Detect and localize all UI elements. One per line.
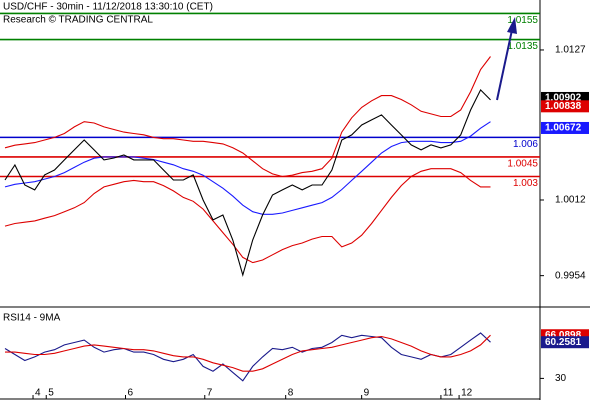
x-tick-label: 4 — [35, 388, 41, 399]
y-tick-label: 0.9954 — [555, 270, 586, 281]
projection-arrow — [496, 29, 513, 101]
x-tick-label: 9 — [364, 388, 370, 399]
series-line — [4, 168, 491, 264]
y-tick-label: 1.0012 — [555, 195, 586, 206]
panel-title: RSI14 - 9MA — [3, 313, 61, 324]
level-label: 1.006 — [513, 139, 538, 150]
level-label: 1.0045 — [507, 159, 538, 170]
series-line — [4, 121, 491, 215]
series-line — [5, 334, 491, 372]
chart-title: USD/CHF - 30min - 11/12/2018 13:30:10 (C… — [3, 2, 213, 13]
price-label: 60.2581 — [545, 337, 582, 348]
y-tick-label: 1.0127 — [555, 45, 586, 56]
x-tick-label: 11 — [443, 388, 454, 399]
chart-subtitle: Research © TRADING CENTRAL — [3, 15, 153, 26]
x-tick-label: 12 — [461, 388, 473, 399]
x-tick-label: 8 — [288, 388, 294, 399]
price-label-box — [541, 336, 589, 349]
series-line — [4, 56, 491, 178]
arrow-head — [507, 17, 517, 34]
x-tick-label: 6 — [128, 388, 134, 399]
y-tick-label: 30 — [555, 373, 567, 384]
price-label: 1.00838 — [545, 101, 582, 112]
x-tick-label: 5 — [48, 388, 54, 399]
price-label: 1.00672 — [545, 123, 582, 134]
level-label: 1.003 — [513, 178, 538, 189]
level-label: 1.0155 — [507, 15, 538, 26]
series-line — [4, 332, 491, 382]
price-label-box — [541, 100, 589, 113]
price-label-box — [541, 121, 589, 134]
x-tick-label: 7 — [207, 388, 213, 399]
series-line — [4, 88, 491, 278]
price-label: 66.0898 — [545, 330, 582, 341]
price-label: 1.00902 — [545, 93, 582, 104]
level-label: 1.0135 — [507, 41, 538, 52]
